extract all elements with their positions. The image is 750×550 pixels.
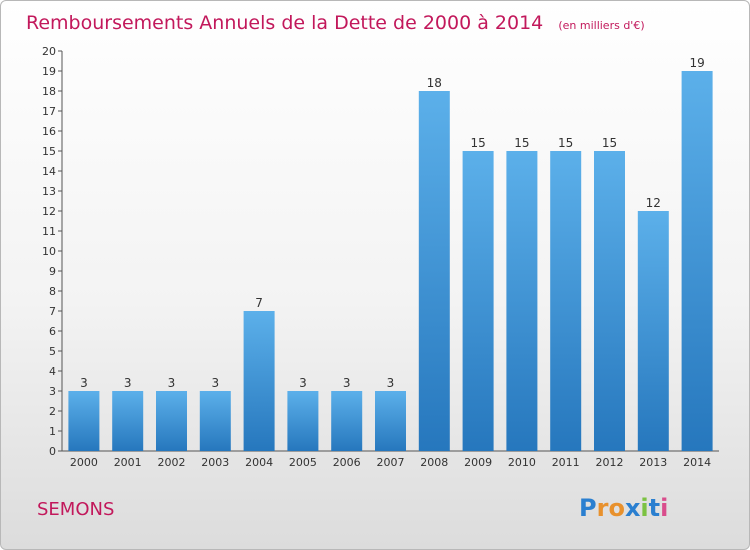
- y-tick-label: 7: [49, 305, 56, 318]
- bar: [243, 311, 275, 451]
- data-label: 15: [514, 136, 529, 150]
- data-label: 7: [255, 296, 263, 310]
- data-label: 15: [470, 136, 485, 150]
- data-label: 18: [427, 76, 442, 90]
- data-label: 3: [211, 376, 219, 390]
- y-tick-label: 9: [49, 265, 56, 278]
- y-tick-label: 18: [42, 85, 56, 98]
- x-tick-label: 2001: [114, 456, 142, 469]
- y-tick-label: 19: [42, 65, 56, 78]
- y-tick-label: 12: [42, 205, 56, 218]
- data-label: 3: [299, 376, 307, 390]
- logo-letter: o: [608, 494, 625, 522]
- data-label: 3: [387, 376, 395, 390]
- data-label: 3: [80, 376, 88, 390]
- bar: [331, 391, 363, 451]
- bar: [418, 91, 450, 451]
- x-tick-label: 2012: [596, 456, 624, 469]
- logo-letter: i: [660, 494, 668, 522]
- x-tick-label: 2005: [289, 456, 317, 469]
- y-tick-label: 14: [42, 165, 56, 178]
- x-tick-label: 2009: [464, 456, 492, 469]
- x-tick-label: 2014: [683, 456, 711, 469]
- y-tick-label: 11: [42, 225, 56, 238]
- data-label: 3: [343, 376, 351, 390]
- chart-title-main: Remboursements Annuels de la Dette de 20…: [26, 12, 543, 34]
- data-label: 15: [558, 136, 573, 150]
- x-tick-label: 2007: [377, 456, 405, 469]
- bar: [68, 391, 100, 451]
- y-tick-label: 6: [49, 325, 56, 338]
- bars: [68, 71, 713, 451]
- proxiti-logo: Proxiti: [579, 494, 668, 522]
- bar: [506, 151, 538, 451]
- logo-letter: r: [597, 494, 609, 522]
- x-tick-label: 2003: [201, 456, 229, 469]
- y-tick-label: 13: [42, 185, 56, 198]
- y-tick-label: 17: [42, 105, 56, 118]
- commune-name: SEMONS: [37, 499, 114, 520]
- x-tick-label: 2006: [333, 456, 361, 469]
- x-tick-label: 2011: [552, 456, 580, 469]
- x-tick-label: 2002: [158, 456, 186, 469]
- data-label: 3: [168, 376, 176, 390]
- x-axis: 2000 2001 2002 2003 2004 2005 2006 2007 2008 2009…: [62, 450, 719, 469]
- bar: [550, 151, 582, 451]
- data-labels: 3 3 3 3 7 3 3 3 18 15 15 15 15 12 19: [80, 56, 705, 390]
- bar: [112, 391, 144, 451]
- data-label: 15: [602, 136, 617, 150]
- y-tick-label: 4: [49, 365, 56, 378]
- y-tick-label: 5: [49, 345, 56, 358]
- data-label: 12: [646, 196, 661, 210]
- bar: [375, 391, 406, 451]
- bar: [637, 211, 669, 451]
- x-tick-label: 2000: [70, 456, 98, 469]
- bar: [287, 391, 319, 451]
- y-tick-label: 10: [42, 245, 56, 258]
- x-tick-label: 2004: [245, 456, 273, 469]
- chart-title: Remboursements Annuels de la Dette de 20…: [26, 12, 645, 34]
- y-tick-label: 1: [49, 425, 56, 438]
- x-tick-label: 2013: [639, 456, 667, 469]
- y-tick-label: 3: [49, 385, 56, 398]
- y-tick-label: 15: [42, 145, 56, 158]
- y-tick-label: 20: [42, 45, 56, 58]
- bar: [199, 391, 231, 451]
- y-tick-label: 0: [49, 445, 56, 458]
- bar: [156, 391, 187, 451]
- x-tick-label: 2008: [420, 456, 448, 469]
- x-tick-label: 2010: [508, 456, 536, 469]
- bar: [462, 151, 494, 451]
- logo-letter: x: [625, 494, 641, 522]
- data-label: 3: [124, 376, 132, 390]
- y-tick-label: 2: [49, 405, 56, 418]
- bar: [681, 71, 713, 451]
- logo-letter: i: [640, 494, 648, 522]
- y-tick-label: 8: [49, 285, 56, 298]
- data-label: 19: [689, 56, 704, 70]
- logo-letter: P: [579, 494, 597, 522]
- y-tick-label: 16: [42, 125, 56, 138]
- bar: [594, 151, 625, 451]
- logo-letter: t: [649, 494, 660, 522]
- chart-title-unit: (en milliers d'€): [558, 19, 644, 32]
